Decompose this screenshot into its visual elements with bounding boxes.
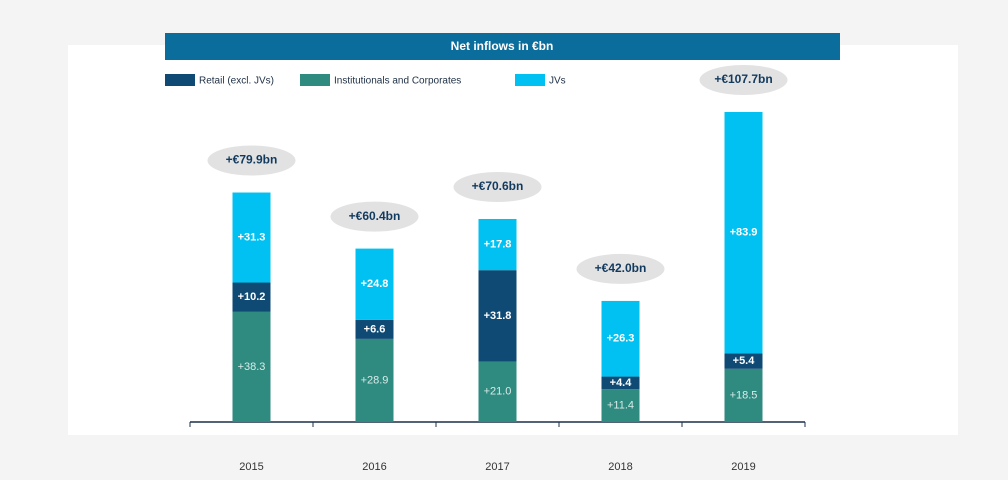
bar-segment [724, 368, 763, 422]
bar-segment [355, 319, 394, 339]
segment-label: +26.3 [607, 333, 635, 345]
legend-label: JVs [549, 76, 566, 87]
bar-segment [478, 270, 517, 362]
bar-segment [724, 112, 763, 354]
x-tick-label: 2018 [608, 461, 632, 473]
total-label: +€70.6bn [472, 179, 524, 193]
segment-label: +24.8 [361, 278, 389, 290]
total-bubble [330, 201, 419, 232]
chart-title: Net inflows in €bn [451, 39, 554, 53]
bar-segment [601, 300, 640, 377]
total-label: +€60.4bn [349, 209, 401, 223]
segment-label: +5.4 [733, 355, 756, 367]
bar-segment [478, 361, 517, 422]
x-tick-label: 2017 [485, 461, 509, 473]
segment-label: +31.3 [238, 231, 266, 243]
x-tick-label: 2019 [731, 461, 755, 473]
segment-label: +10.2 [238, 291, 266, 303]
bar-segment [355, 248, 394, 320]
bar-segment [601, 376, 640, 390]
total-label: +€42.0bn [595, 261, 647, 275]
segment-label: +18.5 [730, 389, 758, 401]
bar-segment [232, 192, 271, 283]
segment-label: +38.3 [238, 361, 266, 373]
legend-label: Retail (excl. JVs) [199, 76, 274, 87]
title-bar [165, 33, 840, 60]
segment-label: +21.0 [484, 386, 512, 398]
bar-segment [601, 389, 640, 422]
total-bubble [453, 171, 542, 202]
legend-swatch [515, 74, 545, 86]
bar-segment [724, 353, 763, 369]
segment-label: +6.6 [364, 323, 386, 335]
total-bubble [207, 145, 296, 176]
bar-segment [232, 311, 271, 422]
segment-label: +11.4 [607, 400, 634, 412]
segment-label: +83.9 [730, 227, 758, 239]
segment-label: +4.4 [610, 377, 633, 389]
legend-swatch [165, 74, 195, 86]
legend-label: Institutionals and Corporates [334, 76, 461, 87]
bar-segment [478, 218, 517, 271]
x-tick-label: 2016 [362, 461, 386, 473]
total-label: +€79.9bn [226, 153, 278, 167]
x-tick-label: 2015 [239, 461, 263, 473]
total-bubble [576, 253, 665, 284]
legend-swatch [300, 74, 330, 86]
segment-label: +17.8 [484, 238, 512, 250]
total-label: +€107.7bn [714, 72, 772, 86]
bar-segment [355, 338, 394, 422]
segment-label: +28.9 [361, 374, 389, 386]
bar-segment [232, 282, 271, 312]
total-bubble [699, 65, 788, 95]
segment-label: +31.8 [484, 310, 512, 322]
